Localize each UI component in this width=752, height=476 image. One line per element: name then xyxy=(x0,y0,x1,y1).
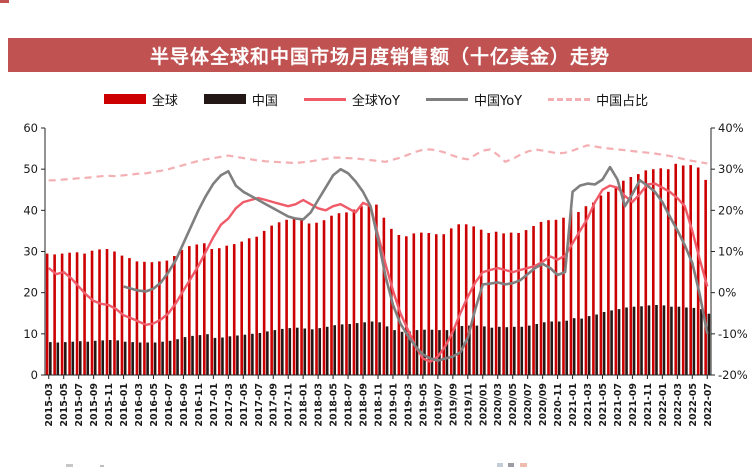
y-right-tick-label: 40% xyxy=(718,121,744,135)
x-tick-label: 2020/01 xyxy=(478,383,489,426)
axis-labels: 0 10 20 30 40 50 60 40% 30% 20% 10% 0% -10% -20% 2015-… xyxy=(23,121,747,427)
y-left-tick-label: 60 xyxy=(23,121,38,135)
axes xyxy=(41,127,715,379)
x-tick-label: 2021-03 xyxy=(583,383,594,427)
x-tick-label: 2016-01 xyxy=(119,383,130,427)
corner-mark xyxy=(0,0,9,3)
legend-label-global-yoy: 全球YoY xyxy=(351,93,400,109)
x-tick-label: 2015-05 xyxy=(59,383,70,427)
y-right-tick-label: -20% xyxy=(718,368,748,382)
y-left-tick-label: 30 xyxy=(23,245,38,259)
x-tick-label: 2015-09 xyxy=(89,383,100,427)
x-tick-label: 2017-05 xyxy=(239,383,250,427)
y-left-tick-label: 0 xyxy=(31,368,38,382)
line-china-yoy xyxy=(123,165,709,362)
y-right-tick-label: 10% xyxy=(718,245,744,259)
y-right-tick-label: 30% xyxy=(718,162,744,176)
x-tick-label: 2020-11 xyxy=(553,383,564,427)
legend-item-global: 全球 xyxy=(103,90,178,109)
legend-label-china: 中国 xyxy=(251,93,278,109)
chart-title: 半导体全球和中国市场月度销售额（十亿美金）走势 xyxy=(149,45,610,68)
footer-artifact-2 xyxy=(100,465,104,467)
x-tick-label: 2019/07 xyxy=(433,383,444,426)
legend-swatch-global-yoy-line xyxy=(303,97,346,101)
x-tick-label: 2020/03 xyxy=(493,383,504,426)
y-left-tick-label: 40 xyxy=(23,203,38,217)
y-left-tick-label: 50 xyxy=(23,162,38,176)
x-tick-label: 2020/07 xyxy=(523,383,534,426)
chart-title-bar: 半导体全球和中国市场月度销售额（十亿美金）走势 xyxy=(8,38,752,72)
x-tick-label: 2017-09 xyxy=(269,383,280,427)
x-tick-label: 2018-09 xyxy=(359,383,370,427)
x-tick-label: 2022-01 xyxy=(658,383,669,427)
footer-artifact-5 xyxy=(520,463,527,467)
x-tick-label: 2018-03 xyxy=(314,383,325,427)
y-left-tick-label: 20 xyxy=(23,286,38,300)
x-tick-label: 2022-07 xyxy=(703,383,714,427)
legend-swatch-global-bar xyxy=(103,94,146,104)
footer-artifact-4 xyxy=(508,463,514,467)
x-tick-label: 2015-07 xyxy=(74,383,85,427)
x-tick-label: 2019-01 xyxy=(388,383,399,427)
x-tick-label: 2022-03 xyxy=(673,383,684,427)
y-right-tick-label: 20% xyxy=(718,203,744,217)
x-tick-label: 2019/09 xyxy=(448,383,459,426)
y-right-tick-label: -10% xyxy=(718,327,748,341)
x-tick-label: 2019/11 xyxy=(463,383,474,426)
legend-label-china-yoy: 中国YoY xyxy=(474,93,523,109)
legend-item-china-yoy: 中国YoY xyxy=(426,90,522,109)
footer-artifact-3 xyxy=(497,463,503,467)
x-tick-label: 2016-09 xyxy=(179,383,190,427)
x-tick-label: 2017-01 xyxy=(209,383,220,427)
x-tick-label: 2017-03 xyxy=(224,383,235,427)
legend-item-global-yoy: 全球YoY xyxy=(303,90,400,109)
x-tick-label: 2021-05 xyxy=(598,383,609,427)
legend-label-china-share: 中国占比 xyxy=(596,93,649,109)
x-tick-label: 2021-07 xyxy=(613,383,624,427)
x-tick-label: 2018-07 xyxy=(344,383,355,427)
x-tick-label: 2021-01 xyxy=(568,383,579,427)
footer-artifact-1 xyxy=(66,464,73,467)
x-tick-label: 2020/05 xyxy=(508,383,519,426)
x-tick-label: 2018-05 xyxy=(329,383,340,427)
y-left-tick-label: 10 xyxy=(23,327,38,341)
x-tick-label: 2021-09 xyxy=(628,383,639,427)
x-tick-label: 2022-05 xyxy=(688,383,699,427)
x-tick-label: 2016-05 xyxy=(149,383,160,427)
x-tick-label: 2018-01 xyxy=(299,383,310,427)
x-tick-label: 2015-11 xyxy=(104,383,115,427)
x-tick-label: 2021-11 xyxy=(643,383,654,427)
x-tick-label: 2020/09 xyxy=(538,383,549,426)
x-tick-label: 2017-11 xyxy=(284,383,295,427)
x-tick-label: 2015-03 xyxy=(44,383,55,427)
x-tick-label: 2016-03 xyxy=(134,383,145,427)
legend-label-global: 全球 xyxy=(151,93,178,109)
legend-item-china-share: 中国占比 xyxy=(548,90,648,109)
x-tick-label: 2016-07 xyxy=(164,383,175,427)
y-right-tick-label: 0% xyxy=(718,286,736,300)
legend-item-china: 中国 xyxy=(203,90,278,109)
bars-china xyxy=(49,305,711,375)
x-tick-label: 2016-11 xyxy=(194,383,205,427)
line-china-share xyxy=(48,144,708,182)
legend-swatch-china-share-line xyxy=(548,97,591,101)
legend-swatch-china-yoy-line xyxy=(426,97,468,101)
x-tick-label: 2017-07 xyxy=(254,383,265,427)
x-tick-label: 2019-05 xyxy=(418,383,429,427)
x-tick-label: 2019-03 xyxy=(403,383,414,427)
bars-global xyxy=(45,163,707,375)
legend-swatch-china-bar xyxy=(203,94,246,104)
x-tick-label: 2018-11 xyxy=(374,383,385,427)
chart-legend: 全球 中国 全球YoY 中国YoY 中国占比 xyxy=(0,86,752,112)
